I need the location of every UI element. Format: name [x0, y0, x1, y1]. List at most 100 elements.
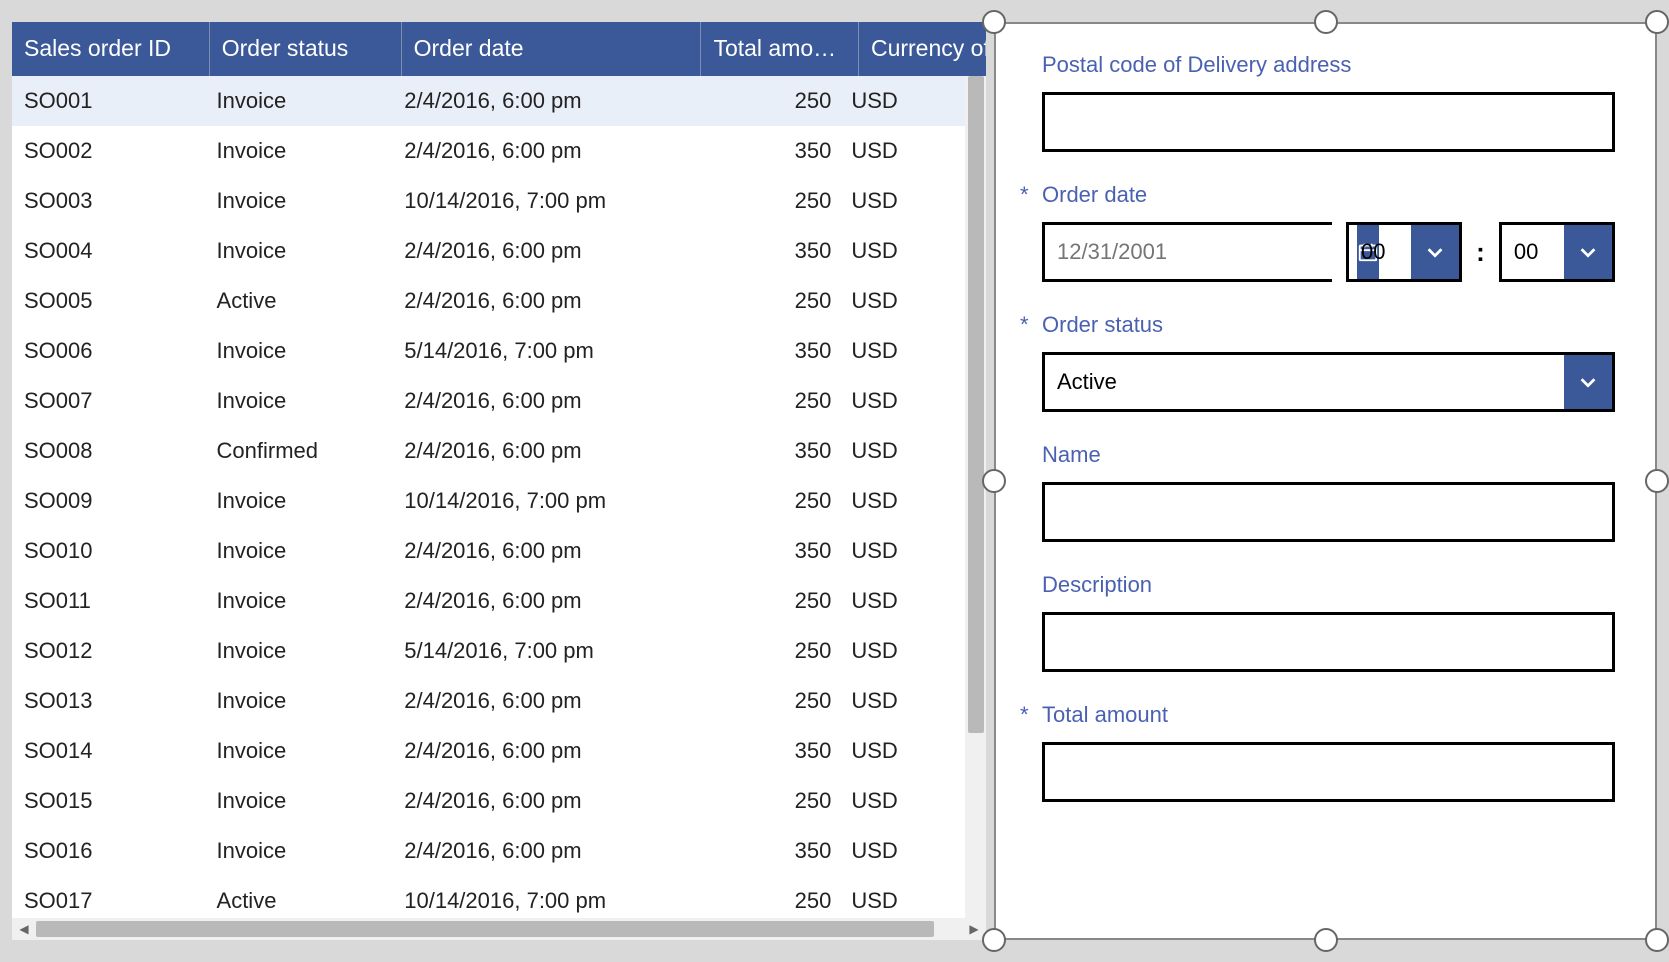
cell-status: Active [205, 288, 393, 314]
table-row[interactable]: SO010Invoice2/4/2016, 6:00 pm350USD [12, 526, 965, 576]
cell-date: 5/14/2016, 7:00 pm [392, 638, 685, 664]
table-row[interactable]: SO005Active2/4/2016, 6:00 pm250USD [12, 276, 965, 326]
cell-date: 2/4/2016, 6:00 pm [392, 88, 685, 114]
column-header-currency[interactable]: Currency of T [858, 22, 986, 76]
cell-date: 5/14/2016, 7:00 pm [392, 338, 685, 364]
cell-date: 2/4/2016, 6:00 pm [392, 838, 685, 864]
horizontal-scrollbar[interactable]: ◀ ▶ [12, 918, 986, 940]
table-row[interactable]: SO002Invoice2/4/2016, 6:00 pm350USD [12, 126, 965, 176]
column-header-status[interactable]: Order status [209, 22, 401, 76]
resize-handle-bl[interactable] [982, 928, 1006, 952]
cell-date: 2/4/2016, 6:00 pm [392, 738, 685, 764]
table-row[interactable]: SO004Invoice2/4/2016, 6:00 pm350USD [12, 226, 965, 276]
chevron-down-icon [1424, 241, 1446, 263]
cell-status: Invoice [205, 138, 393, 164]
input-postal-code[interactable] [1042, 92, 1615, 152]
cell-status: Invoice [205, 488, 393, 514]
time-separator: : [1476, 237, 1485, 268]
table-row[interactable]: SO006Invoice5/14/2016, 7:00 pm350USD [12, 326, 965, 376]
table-row[interactable]: SO003Invoice10/14/2016, 7:00 pm250USD [12, 176, 965, 226]
select-order-status[interactable]: Active [1042, 352, 1615, 412]
chevron-down-icon [1577, 371, 1599, 393]
cell-date: 2/4/2016, 6:00 pm [392, 538, 685, 564]
field-description: Description [1042, 572, 1615, 672]
column-header-date[interactable]: Order date [401, 22, 701, 76]
cell-id: SO002 [12, 138, 205, 164]
cell-status: Invoice [205, 338, 393, 364]
cell-id: SO007 [12, 388, 205, 414]
design-canvas: Sales order ID Order status Order date T… [0, 0, 1669, 962]
horizontal-scroll-thumb[interactable] [36, 921, 934, 937]
table-row[interactable]: SO017Active10/14/2016, 7:00 pm250USD [12, 876, 965, 918]
label-order-status: Order status [1042, 312, 1163, 338]
cell-amount: 250 [685, 688, 839, 714]
input-name[interactable] [1042, 482, 1615, 542]
table-row[interactable]: SO015Invoice2/4/2016, 6:00 pm250USD [12, 776, 965, 826]
cell-amount: 350 [685, 538, 839, 564]
select-minute[interactable]: 00 [1499, 222, 1615, 282]
order-status-dropdown-button[interactable] [1564, 355, 1612, 409]
table-row[interactable]: SO009Invoice10/14/2016, 7:00 pm250USD [12, 476, 965, 526]
cell-status: Invoice [205, 638, 393, 664]
cell-date: 10/14/2016, 7:00 pm [392, 488, 685, 514]
cell-date: 2/4/2016, 6:00 pm [392, 688, 685, 714]
cell-currency: USD [839, 688, 964, 714]
input-order-date[interactable] [1042, 222, 1332, 282]
resize-handle-ml[interactable] [982, 469, 1006, 493]
vertical-scroll-thumb[interactable] [968, 76, 984, 733]
table-row[interactable]: SO007Invoice2/4/2016, 6:00 pm250USD [12, 376, 965, 426]
cell-currency: USD [839, 838, 964, 864]
cell-currency: USD [839, 738, 964, 764]
form-panel-selection[interactable]: Postal code of Delivery address * Order … [994, 22, 1657, 940]
cell-amount: 350 [685, 438, 839, 464]
cell-id: SO009 [12, 488, 205, 514]
field-order-date: * Order date [1042, 182, 1615, 282]
resize-handle-br[interactable] [1645, 928, 1669, 952]
table-row[interactable]: SO008Confirmed2/4/2016, 6:00 pm350USD [12, 426, 965, 476]
table-row[interactable]: SO012Invoice5/14/2016, 7:00 pm250USD [12, 626, 965, 676]
input-total-amount[interactable] [1042, 742, 1615, 802]
cell-amount: 350 [685, 138, 839, 164]
cell-id: SO011 [12, 588, 205, 614]
vertical-scrollbar[interactable] [965, 76, 986, 918]
order-status-value: Active [1045, 355, 1564, 409]
resize-handle-tm[interactable] [1314, 10, 1338, 34]
cell-date: 2/4/2016, 6:00 pm [392, 588, 685, 614]
cell-status: Invoice [205, 388, 393, 414]
cell-currency: USD [839, 888, 964, 914]
field-total-amount: * Total amount [1042, 702, 1615, 802]
hour-dropdown-button[interactable] [1411, 225, 1459, 279]
resize-handle-tl[interactable] [982, 10, 1006, 34]
cell-currency: USD [839, 88, 964, 114]
scroll-left-icon[interactable]: ◀ [12, 918, 36, 940]
resize-handle-tr[interactable] [1645, 10, 1669, 34]
select-hour[interactable]: 00 [1346, 222, 1462, 282]
cell-currency: USD [839, 788, 964, 814]
column-header-amount[interactable]: Total amo… [700, 22, 858, 76]
column-header-id[interactable]: Sales order ID [12, 22, 209, 76]
cell-currency: USD [839, 588, 964, 614]
cell-status: Invoice [205, 588, 393, 614]
resize-handle-bm[interactable] [1314, 928, 1338, 952]
cell-date: 2/4/2016, 6:00 pm [392, 138, 685, 164]
table-row[interactable]: SO016Invoice2/4/2016, 6:00 pm350USD [12, 826, 965, 876]
input-description[interactable] [1042, 612, 1615, 672]
minute-dropdown-button[interactable] [1564, 225, 1612, 279]
date-text[interactable] [1045, 225, 1357, 279]
table-row[interactable]: SO013Invoice2/4/2016, 6:00 pm250USD [12, 676, 965, 726]
cell-date: 2/4/2016, 6:00 pm [392, 288, 685, 314]
cell-amount: 350 [685, 338, 839, 364]
cell-id: SO001 [12, 88, 205, 114]
hour-value: 00 [1349, 225, 1411, 279]
resize-handle-mr[interactable] [1645, 469, 1669, 493]
grid-header: Sales order ID Order status Order date T… [12, 22, 986, 76]
table-row[interactable]: SO011Invoice2/4/2016, 6:00 pm250USD [12, 576, 965, 626]
cell-date: 2/4/2016, 6:00 pm [392, 788, 685, 814]
cell-id: SO008 [12, 438, 205, 464]
table-row[interactable]: SO001Invoice2/4/2016, 6:00 pm250USD [12, 76, 965, 126]
table-row[interactable]: SO014Invoice2/4/2016, 6:00 pm350USD [12, 726, 965, 776]
minute-value: 00 [1502, 225, 1564, 279]
cell-status: Invoice [205, 238, 393, 264]
cell-amount: 250 [685, 788, 839, 814]
cell-date: 2/4/2016, 6:00 pm [392, 388, 685, 414]
